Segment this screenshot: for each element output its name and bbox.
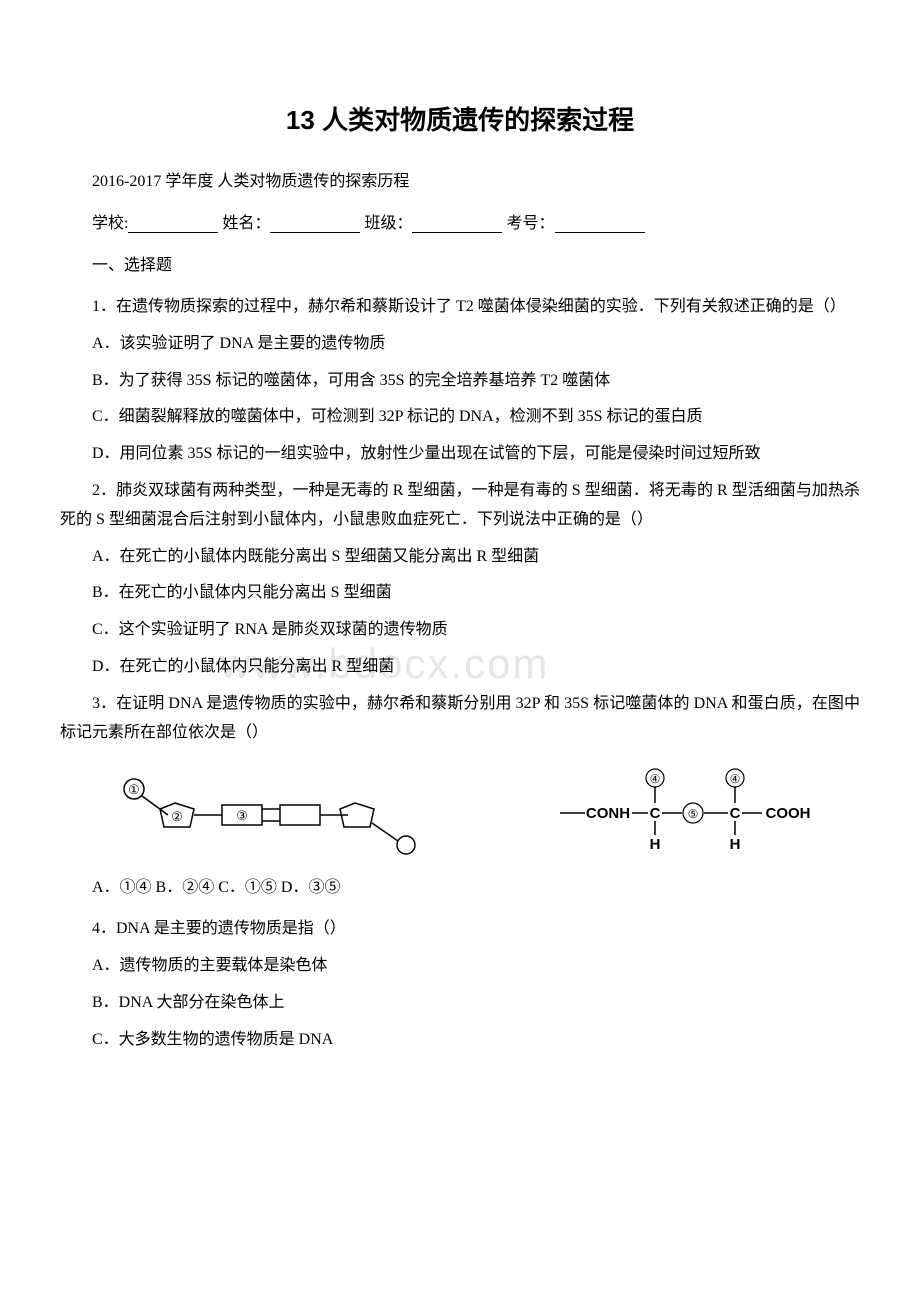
class-blank [412, 214, 502, 233]
q1-opt-a: A．该实验证明了 DNA 是主要的遗传物质 [60, 330, 860, 359]
q2-stem: 2．肺炎双球菌有两种类型，一种是无毒的 R 型细菌，一种是有毒的 S 型细菌．将… [60, 477, 860, 535]
q4-opt-c: C．大多数生物的遗传物质是 DNA [60, 1026, 860, 1055]
info-line: 学校: 姓名： 班级： 考号： [60, 209, 860, 233]
protein-cooh: COOH [766, 805, 811, 822]
q2-opt-c: C．这个实验证明了 RNA 是肺炎双球菌的遗传物质 [60, 616, 860, 645]
protein-h1: H [650, 836, 661, 853]
name-label: 姓名： [222, 215, 270, 232]
q2-opt-a: A．在死亡的小鼠体内既能分离出 S 型细菌又能分离出 R 型细菌 [60, 543, 860, 572]
q2-opt-b: B．在死亡的小鼠体内只能分离出 S 型细菌 [60, 579, 860, 608]
examno-blank [555, 214, 645, 233]
q1-stem: 1．在遗传物质探索的过程中，赫尔希和蔡斯设计了 T2 噬菌体侵染细菌的实验．下列… [60, 293, 860, 322]
diagram-row: ① ② ③ [120, 765, 860, 855]
school-blank [128, 214, 218, 233]
dna-label-2: ② [171, 809, 183, 824]
page-title: 13 人类对物质遗传的探索过程 [60, 100, 860, 137]
class-label: 班级： [364, 215, 412, 232]
protein-label-4b: ④ [730, 772, 741, 786]
section-header: 一、选择题 [60, 251, 860, 275]
q1-opt-b: B．为了获得 35S 标记的噬菌体，可用含 35S 的完全培养基培养 T2 噬菌… [60, 367, 860, 396]
q4-opt-a: A．遗传物质的主要载体是染色体 [60, 952, 860, 981]
protein-label-4a: ④ [650, 772, 661, 786]
protein-h2: H [730, 836, 741, 853]
dna-label-1: ① [128, 782, 140, 797]
q2-opt-d: D．在死亡的小鼠体内只能分离出 R 型细菌 [60, 653, 860, 682]
protein-conh: CONH [586, 805, 630, 822]
q1-opt-c: C．细菌裂解释放的噬菌体中，可检测到 32P 标记的 DNA，检测不到 35S … [60, 403, 860, 432]
protein-c1: C [650, 805, 661, 822]
q4-opt-b: B．DNA 大部分在染色体上 [60, 989, 860, 1018]
protein-diagram: ④ ④ CONH C ⑤ C COOH [550, 765, 830, 855]
q4-stem: 4．DNA 是主要的遗传物质是指（） [60, 915, 860, 944]
examno-label: 考号： [506, 215, 554, 232]
q1-opt-d: D．用同位素 35S 标记的一组实验中，放射性少量出现在试管的下层，可能是侵染时… [60, 440, 860, 469]
school-label: 学校: [92, 215, 128, 232]
dna-diagram: ① ② ③ [120, 765, 460, 855]
dna-label-3: ③ [236, 808, 248, 823]
q3-stem: 3．在证明 DNA 是遗传物质的实验中，赫尔希和蔡斯分别用 32P 和 35S … [60, 690, 860, 748]
protein-label-5: ⑤ [688, 807, 699, 821]
name-blank [270, 214, 360, 233]
subtitle: 2016-2017 学年度 人类对物质遗传的探索历程 [60, 167, 860, 191]
protein-c2: C [730, 805, 741, 822]
q3-answers: A．①④ B．②④ C．①⑤ D．③⑤ [60, 873, 860, 897]
